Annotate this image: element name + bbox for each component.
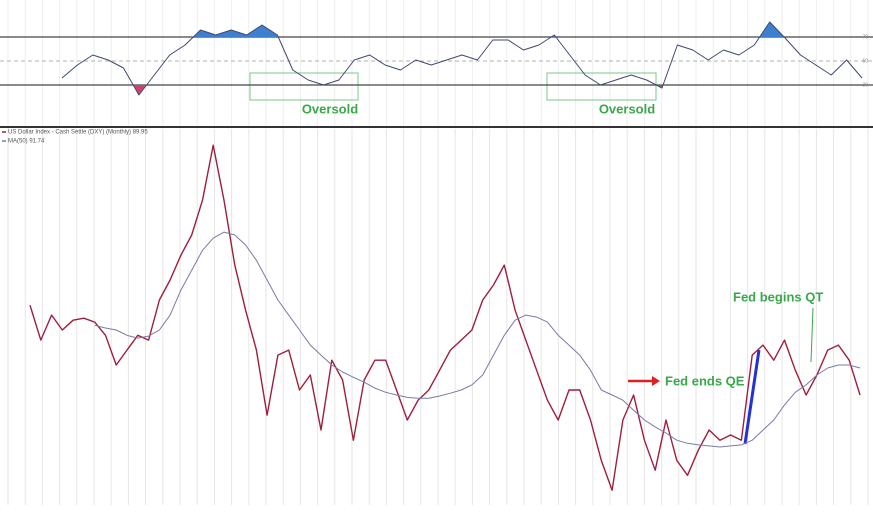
grid — [7, 0, 869, 505]
annotation: Oversold — [302, 101, 358, 116]
series-line — [29, 144, 861, 491]
oversold-box — [546, 72, 657, 101]
legend-label: MA(50) 91.74 — [8, 139, 45, 145]
annotation: Fed begins QT — [733, 289, 823, 304]
oversold-box — [249, 72, 359, 101]
leader-line — [810, 307, 814, 363]
annotation: Oversold — [599, 101, 655, 116]
y-tick-label: 30 — [862, 82, 868, 88]
series-line — [94, 231, 861, 448]
annotation: Fed ends QE — [665, 373, 745, 388]
highlight-segment — [743, 349, 761, 445]
arrow-head — [652, 376, 660, 386]
legend-label: US Dollar Index - Cash Settle (DXY) (Mon… — [8, 130, 148, 136]
y-tick-label: 70 — [862, 34, 868, 40]
y-tick-label: 50 — [862, 58, 868, 64]
series-line — [61, 21, 863, 96]
overbought-fill — [62, 22, 862, 37]
